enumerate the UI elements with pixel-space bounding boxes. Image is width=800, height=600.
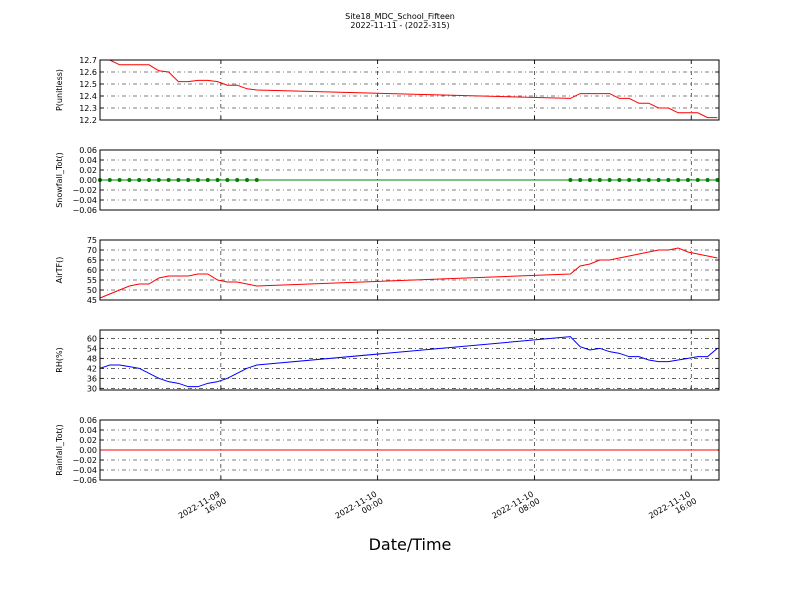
- y-tick-label: 12.2: [79, 116, 97, 125]
- marker: [705, 178, 710, 182]
- y-tick-label: 12.7: [79, 56, 97, 65]
- marker: [176, 178, 181, 182]
- marker: [676, 178, 681, 182]
- y-axis-label: AirTF(): [55, 257, 64, 284]
- y-tick-label: 50: [87, 286, 97, 295]
- y-tick-label: 36: [87, 374, 97, 383]
- y-tick-label: 55: [87, 276, 97, 285]
- marker: [254, 178, 259, 182]
- series-line: [100, 59, 718, 119]
- marker: [244, 178, 249, 182]
- marker: [127, 178, 132, 182]
- plot-frame: [99, 59, 720, 121]
- series-line: [99, 336, 718, 388]
- y-tick-label: 12.4: [79, 92, 97, 101]
- y-tick-label: 12.5: [79, 80, 97, 89]
- y-tick-label: 42: [87, 364, 97, 373]
- marker: [205, 178, 210, 182]
- marker: [636, 178, 641, 182]
- y-axis-label: RH(%): [55, 347, 64, 372]
- y-tick-label: 0.06: [79, 146, 97, 155]
- y-tick-label: −0.04: [72, 196, 97, 205]
- y-tick-label: 45: [87, 296, 97, 305]
- marker: [117, 178, 122, 182]
- marker: [137, 178, 142, 182]
- marker: [578, 178, 583, 182]
- y-tick-label: 0.04: [79, 426, 97, 435]
- plot-frame: [99, 419, 720, 481]
- series-line: [99, 247, 718, 299]
- y-tick-label: 70: [87, 246, 97, 255]
- x-axis-label: Date/Time: [369, 535, 452, 554]
- marker: [186, 178, 191, 182]
- y-tick-label: 60: [87, 334, 97, 343]
- y-tick-label: 65: [87, 256, 97, 265]
- marker: [646, 178, 651, 182]
- y-tick-label: 0.00: [79, 176, 97, 185]
- marker: [587, 178, 592, 182]
- marker: [607, 178, 612, 182]
- marker: [568, 178, 573, 182]
- y-tick-label: −0.02: [72, 456, 97, 465]
- subtitle: 2022-11-11 - (2022-315): [350, 21, 449, 30]
- y-tick-label: 12.3: [79, 104, 97, 113]
- y-tick-label: 60: [87, 266, 97, 275]
- y-tick-label: 30: [87, 384, 97, 393]
- y-axis-label: P(unitless): [55, 69, 64, 111]
- marker: [666, 178, 671, 182]
- plot-frame: [99, 149, 720, 211]
- marker: [166, 178, 171, 182]
- y-tick-label: 0.02: [79, 436, 97, 445]
- y-axis-label: Snowfall_Tot(): [55, 152, 64, 208]
- y-tick-label: 54: [87, 344, 97, 353]
- marker: [656, 178, 661, 182]
- title: Site18_MDC_School_Fifteen: [345, 12, 455, 21]
- marker: [235, 178, 240, 182]
- y-tick-label: 0.02: [79, 166, 97, 175]
- y-tick-label: 75: [87, 236, 97, 245]
- marker: [685, 178, 690, 182]
- y-tick-label: 12.6: [79, 68, 97, 77]
- y-axis-label: Rainfall_Tot(): [55, 424, 64, 476]
- y-tick-label: −0.06: [72, 476, 97, 485]
- marker: [107, 178, 112, 182]
- y-tick-label: 0.04: [79, 156, 97, 165]
- y-tick-label: 0.06: [79, 416, 97, 425]
- y-tick-label: −0.06: [72, 206, 97, 215]
- marker: [156, 178, 161, 182]
- y-tick-label: −0.04: [72, 466, 97, 475]
- marker: [146, 178, 151, 182]
- y-tick-label: 0.00: [79, 446, 97, 455]
- marker: [695, 178, 700, 182]
- marker: [715, 178, 720, 182]
- y-tick-label: 48: [87, 354, 97, 363]
- plot-frame: [99, 239, 720, 301]
- marker: [225, 178, 230, 182]
- marker: [617, 178, 622, 182]
- marker: [597, 178, 602, 182]
- plot-frame: [99, 329, 720, 391]
- marker: [195, 178, 200, 182]
- y-tick-label: −0.02: [72, 186, 97, 195]
- marker: [627, 178, 632, 182]
- marker: [215, 178, 220, 182]
